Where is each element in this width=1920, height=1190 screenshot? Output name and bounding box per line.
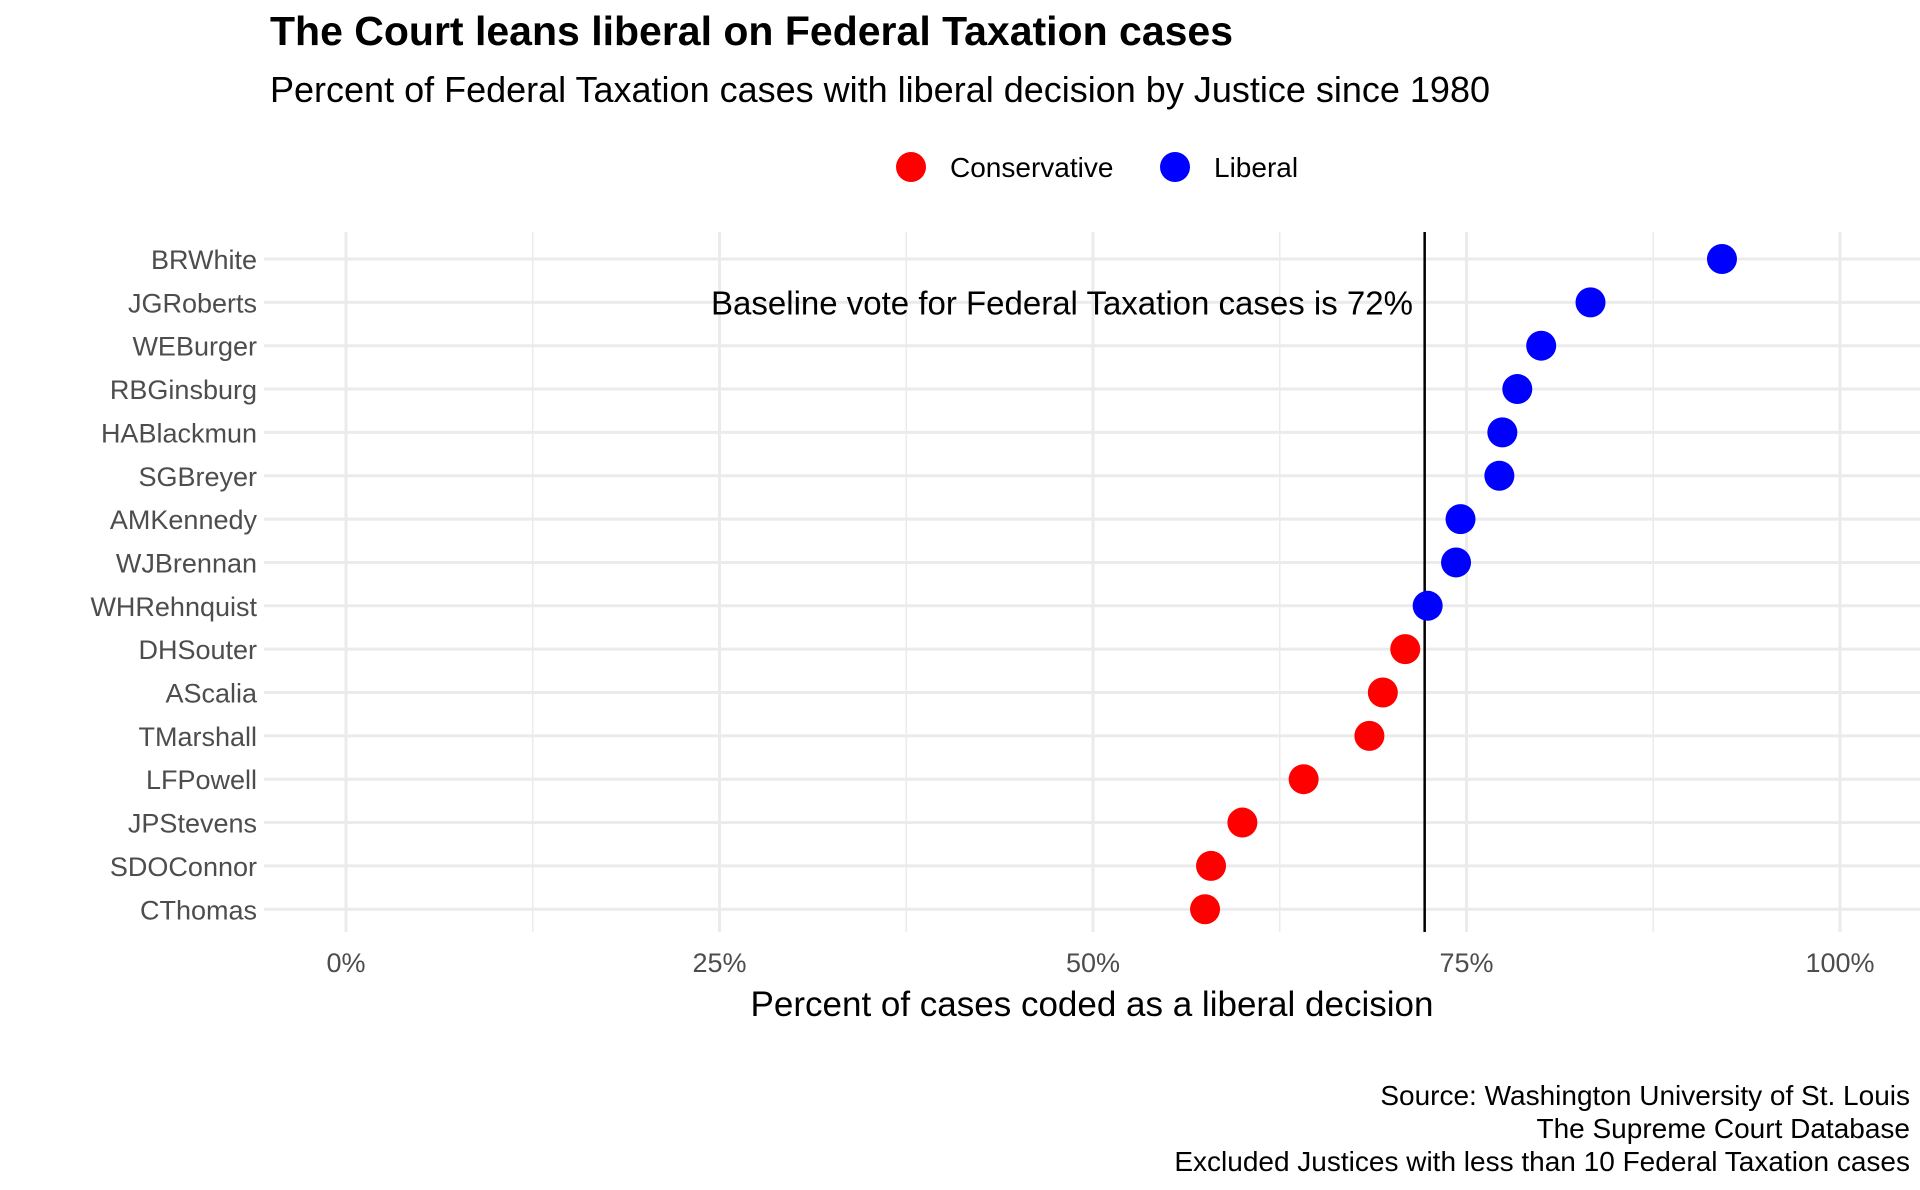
y-tick-label: WJBrennan xyxy=(116,548,257,578)
baseline-annotation: Baseline vote for Federal Taxation cases… xyxy=(711,284,1413,321)
data-point xyxy=(1575,287,1606,318)
y-tick-label: AScalia xyxy=(165,679,258,709)
data-point xyxy=(1196,850,1227,881)
data-points xyxy=(1190,244,1737,925)
caption-line: Excluded Justices with less than 10 Fede… xyxy=(1174,1146,1910,1177)
y-tick-label: SDOConnor xyxy=(110,852,257,882)
data-point xyxy=(1190,894,1221,925)
x-tick-label: 100% xyxy=(1805,948,1874,978)
y-axis-tick-labels: BRWhite JGRoberts WEBurger RBGinsburg HABlac… xyxy=(90,245,258,925)
y-tick-label: BRWhite xyxy=(151,245,257,275)
legend-label-conservative: Conservative xyxy=(950,152,1113,183)
data-point xyxy=(1441,547,1472,578)
data-point xyxy=(1412,590,1443,621)
y-tick-label: TMarshall xyxy=(138,722,257,752)
y-tick-label: JGRoberts xyxy=(128,288,257,318)
chart-subtitle: Percent of Federal Taxation cases with l… xyxy=(270,69,1490,110)
data-point xyxy=(1526,330,1557,361)
data-point xyxy=(1502,374,1533,405)
data-point xyxy=(1367,677,1398,708)
y-tick-label: LFPowell xyxy=(146,765,257,795)
x-tick-label: 25% xyxy=(692,948,746,978)
legend: Conservative Liberal xyxy=(896,152,1298,183)
x-tick-label: 0% xyxy=(326,948,365,978)
data-point xyxy=(1484,460,1515,491)
legend-key-conservative xyxy=(896,152,926,182)
y-tick-label: RBGinsburg xyxy=(110,375,257,405)
x-axis-tick-labels: 0% 25% 50% 75% 100% xyxy=(326,948,1874,978)
caption: Source: Washington University of St. Lou… xyxy=(1174,1080,1910,1177)
data-point xyxy=(1706,244,1737,274)
y-tick-label: JPStevens xyxy=(128,809,257,839)
data-point xyxy=(1288,764,1319,795)
data-point xyxy=(1227,807,1258,838)
y-tick-label: CThomas xyxy=(140,895,257,925)
y-tick-label: DHSouter xyxy=(138,635,257,665)
y-tick-label: SGBreyer xyxy=(138,462,257,492)
x-tick-label: 75% xyxy=(1439,948,1493,978)
y-tick-label: WHRehnquist xyxy=(90,592,257,622)
legend-label-liberal: Liberal xyxy=(1214,152,1298,183)
caption-line: Source: Washington University of St. Lou… xyxy=(1380,1080,1910,1111)
data-point xyxy=(1390,634,1421,665)
data-point xyxy=(1445,504,1476,535)
x-axis-label: Percent of cases coded as a liberal deci… xyxy=(751,985,1434,1024)
y-tick-label: AMKennedy xyxy=(110,505,258,535)
chart-title: The Court leans liberal on Federal Taxat… xyxy=(270,8,1233,54)
data-point xyxy=(1354,720,1385,751)
grid xyxy=(264,232,1920,932)
x-tick-label: 50% xyxy=(1066,948,1120,978)
legend-key-liberal xyxy=(1160,152,1190,182)
data-point xyxy=(1487,417,1518,448)
y-tick-label: WEBurger xyxy=(132,332,257,362)
caption-line: The Supreme Court Database xyxy=(1536,1113,1910,1144)
y-tick-label: HABlackmun xyxy=(101,418,257,448)
baseline: Baseline vote for Federal Taxation cases… xyxy=(711,232,1426,932)
